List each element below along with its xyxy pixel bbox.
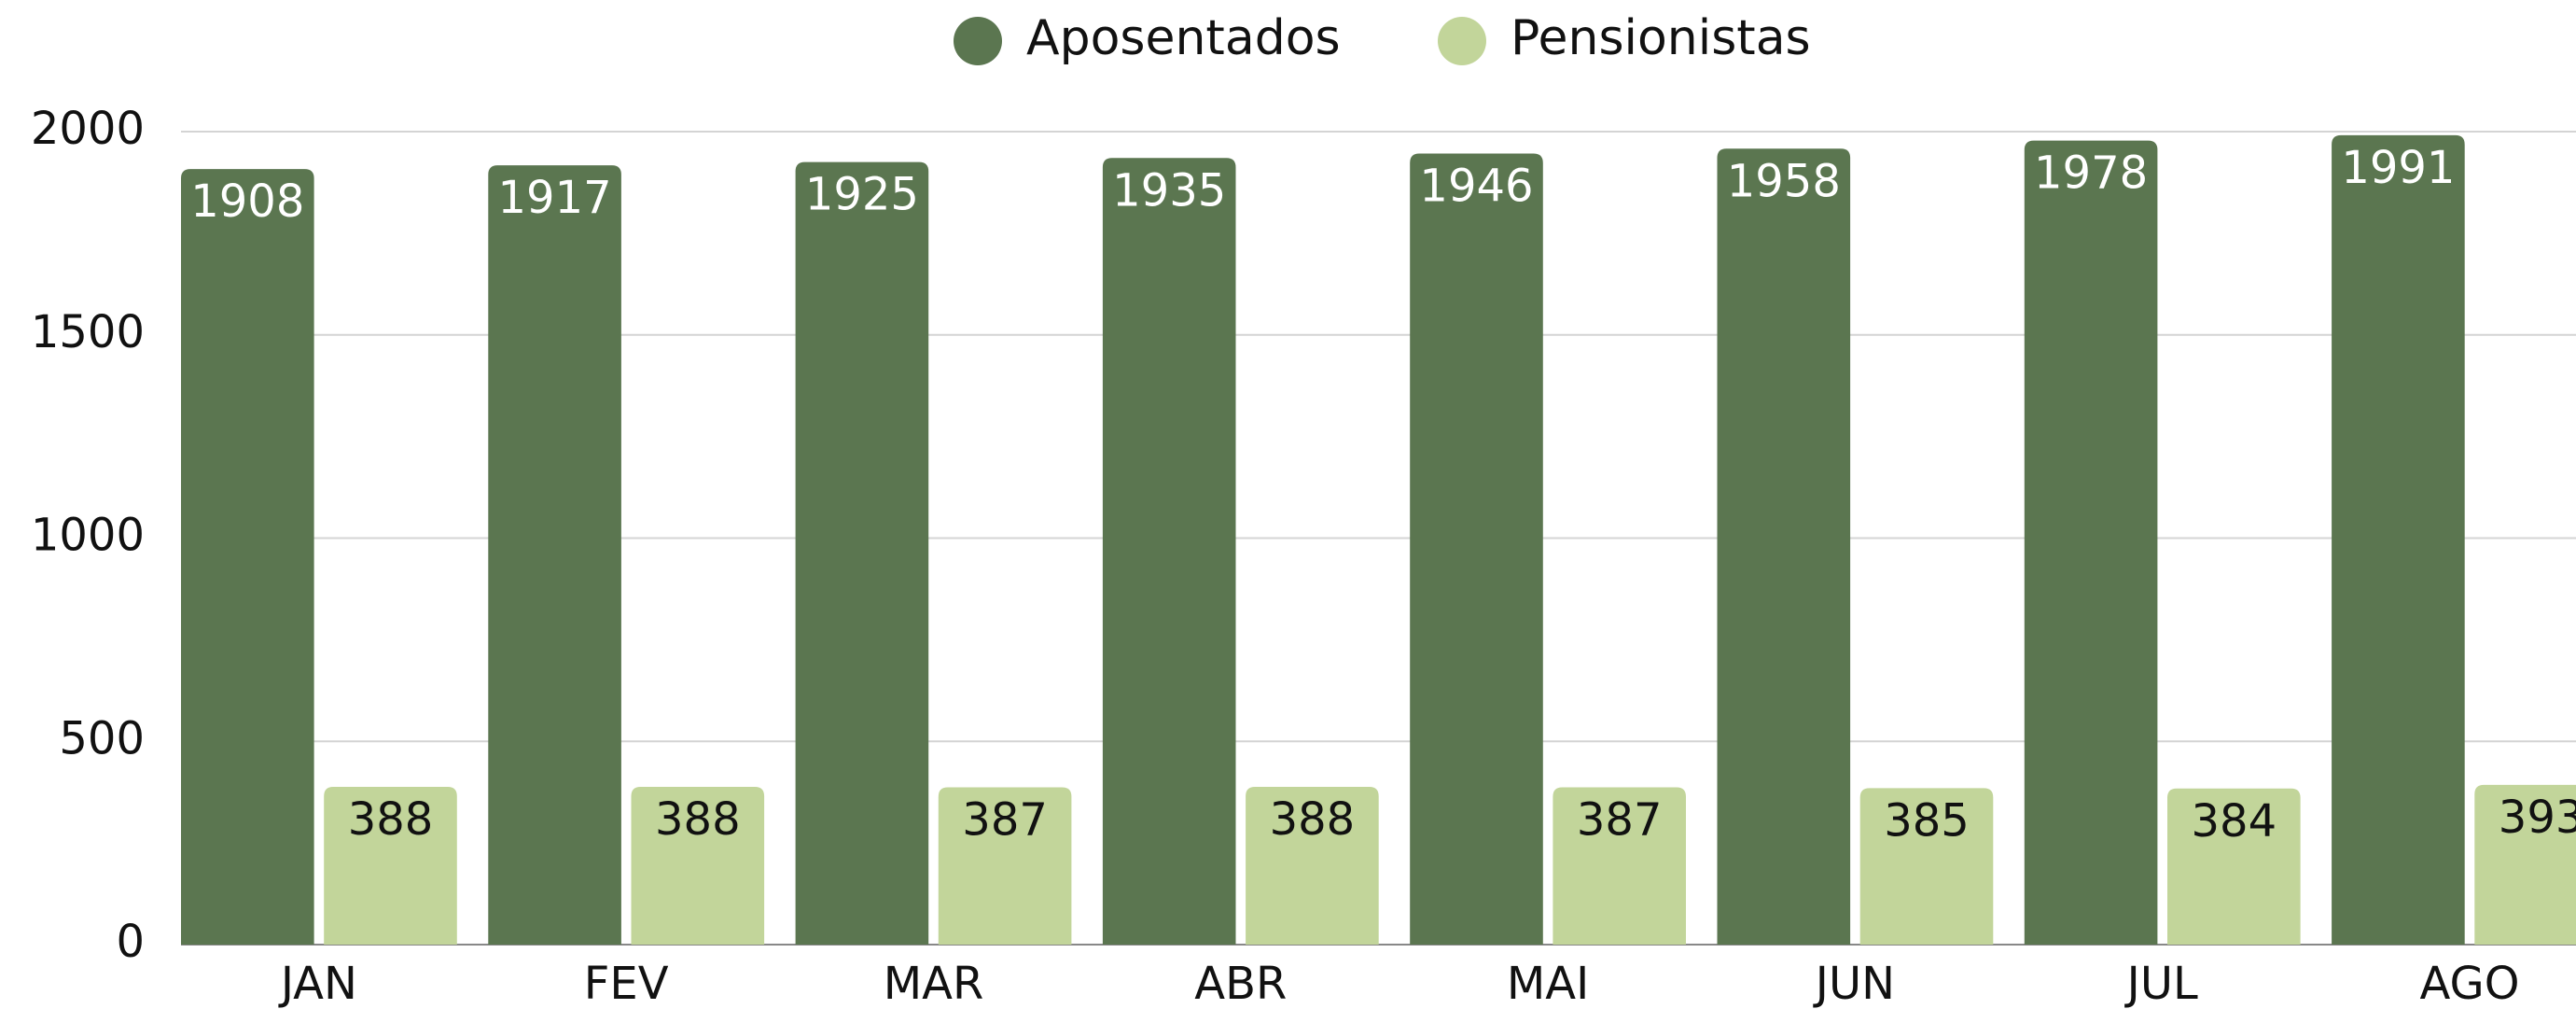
data-label: 384 bbox=[2191, 795, 2277, 848]
data-label: 1917 bbox=[498, 172, 612, 224]
bar bbox=[1246, 787, 1379, 945]
bar bbox=[181, 169, 314, 946]
bar bbox=[1553, 787, 1686, 945]
legend-label: Aposentados bbox=[1026, 10, 1341, 66]
legend-swatch bbox=[954, 17, 1002, 65]
bar bbox=[324, 787, 457, 945]
data-label: 1935 bbox=[1112, 164, 1226, 217]
bar bbox=[1859, 788, 1994, 945]
bar bbox=[2332, 134, 2465, 945]
bar bbox=[795, 161, 929, 946]
data-label: 388 bbox=[1270, 793, 1356, 846]
legend-label: Pensionistas bbox=[1511, 10, 1811, 66]
y-tick-label: 0 bbox=[116, 916, 145, 968]
y-tick-label: 1500 bbox=[31, 306, 145, 358]
bar bbox=[2024, 140, 2158, 945]
x-tick-label: JAN bbox=[278, 958, 357, 1009]
bar bbox=[1102, 158, 1236, 945]
bar bbox=[1717, 148, 1851, 945]
x-tick-label: MAI bbox=[1507, 958, 1589, 1009]
y-tick-label: 1000 bbox=[31, 510, 145, 562]
x-tick-label: FEV bbox=[584, 958, 669, 1009]
x-tick-label: JUN bbox=[1813, 958, 1895, 1009]
data-label: 1946 bbox=[1419, 161, 1533, 213]
data-label: 393 bbox=[2499, 792, 2576, 844]
data-label: 387 bbox=[1577, 793, 1663, 846]
y-tick-label: 2000 bbox=[31, 103, 145, 155]
data-label: 1908 bbox=[190, 175, 304, 228]
data-label: 385 bbox=[1884, 794, 1970, 847]
x-tick-label: MAR bbox=[884, 958, 984, 1009]
bar bbox=[938, 787, 1072, 945]
data-label: 1991 bbox=[2341, 142, 2455, 194]
data-label: 387 bbox=[962, 793, 1048, 846]
bar bbox=[488, 165, 621, 946]
x-tick-label: ABR bbox=[1194, 958, 1287, 1009]
data-label: 1925 bbox=[805, 169, 919, 221]
x-tick-label: JUL bbox=[2124, 958, 2198, 1009]
legend-swatch bbox=[1438, 17, 1486, 65]
data-label: 1958 bbox=[1727, 155, 1841, 207]
bar bbox=[1410, 153, 1543, 946]
bar bbox=[2474, 784, 2576, 945]
data-label: 388 bbox=[348, 793, 434, 846]
data-label: 388 bbox=[655, 793, 741, 846]
x-tick-label: AGO bbox=[2420, 958, 2520, 1009]
y-tick-label: 500 bbox=[59, 712, 145, 764]
bar bbox=[2167, 788, 2301, 945]
data-label: 1978 bbox=[2034, 147, 2148, 200]
bar bbox=[631, 787, 765, 945]
